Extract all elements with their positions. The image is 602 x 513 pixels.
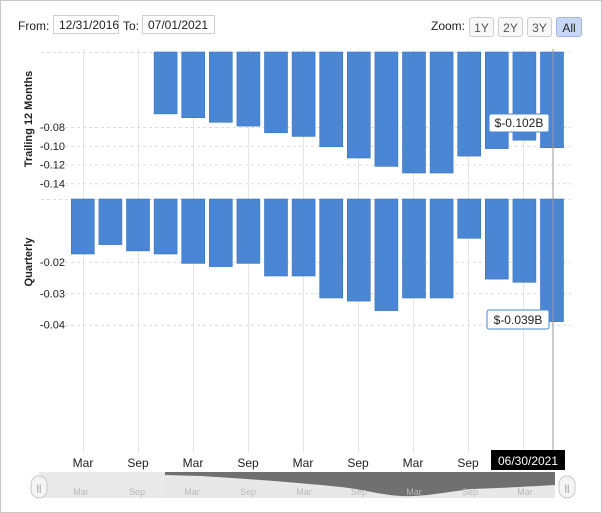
- bar[interactable]: [98, 198, 123, 245]
- from-label: From:: [18, 19, 50, 33]
- navigator-left-handle[interactable]: ||: [30, 475, 48, 499]
- current-date-text: 06/30/2021: [498, 454, 558, 468]
- bar[interactable]: [319, 51, 344, 147]
- to-label: To:: [123, 19, 140, 33]
- left-handle-grip: ||: [37, 483, 42, 493]
- x-tick-label: Mar: [73, 456, 94, 470]
- bars-quarterly: [71, 198, 564, 322]
- tooltip-quarterly: $-0.039B: [486, 309, 550, 330]
- bar[interactable]: [291, 198, 316, 277]
- x-tick-label: Sep: [457, 456, 479, 470]
- from-date-input[interactable]: 12/31/2016: [53, 15, 119, 34]
- tooltip-box-quarterly: [486, 309, 550, 330]
- navigator-label: Sep: [462, 487, 478, 497]
- bar[interactable]: [71, 198, 95, 255]
- bar[interactable]: [181, 198, 205, 264]
- to-date-input[interactable]: 07/01/2021: [142, 15, 215, 34]
- bar[interactable]: [346, 51, 371, 159]
- bar[interactable]: [181, 51, 205, 118]
- bar[interactable]: [457, 51, 482, 157]
- y-tick-label: -0.03: [40, 288, 65, 300]
- right-handle-body[interactable]: [558, 475, 576, 499]
- zoom-2y-button[interactable]: 2Y: [498, 17, 523, 37]
- y-tick-label: -0.08: [40, 122, 65, 134]
- bar[interactable]: [429, 198, 454, 299]
- navigator-label: Mar: [184, 487, 200, 497]
- bar[interactable]: [540, 198, 564, 322]
- y-axis-label-trailing: Trailing 12 Months: [23, 71, 35, 168]
- bar[interactable]: [402, 198, 426, 299]
- zoom-all-button[interactable]: All: [556, 17, 582, 37]
- bar[interactable]: [264, 198, 288, 277]
- navigator-right-handle[interactable]: ||: [558, 475, 576, 499]
- navigator-series-selected: [165, 472, 555, 497]
- navigator-label: Sep: [129, 487, 145, 497]
- bar[interactable]: [153, 51, 178, 115]
- bar[interactable]: [429, 51, 454, 174]
- x-tick-label: Mar: [403, 456, 424, 470]
- bar[interactable]: [346, 198, 371, 302]
- navigator-label: Mar: [517, 487, 533, 497]
- zoom-label: Zoom:: [431, 19, 466, 33]
- bar[interactable]: [512, 198, 537, 283]
- bar[interactable]: [484, 51, 509, 149]
- bars-trailing: [153, 51, 564, 174]
- x-tick-label: Sep: [347, 456, 369, 470]
- bar[interactable]: [236, 198, 261, 264]
- current-date-badge: [491, 450, 565, 470]
- bar[interactable]: [402, 51, 426, 174]
- bar[interactable]: [457, 198, 482, 239]
- x-axis-labels: Mar Sep Mar Sep Mar Sep Mar Sep: [73, 456, 479, 470]
- bar[interactable]: [291, 51, 316, 137]
- bar[interactable]: [540, 51, 564, 148]
- x-tick-label: Mar: [293, 456, 314, 470]
- x-tick-label: Mar: [183, 456, 204, 470]
- tooltip-trailing: $-0.102B: [488, 113, 550, 133]
- bar[interactable]: [209, 198, 233, 267]
- tooltip-text-trailing: $-0.102B: [495, 116, 544, 130]
- tooltip-text-quarterly: $-0.039B: [494, 313, 543, 327]
- y-tick-label: -0.04: [40, 320, 65, 332]
- bar[interactable]: [153, 198, 178, 255]
- y-tick-label: -0.02: [40, 257, 65, 269]
- navigator-label: Sep: [240, 487, 256, 497]
- right-handle-grip: ||: [565, 483, 570, 493]
- left-handle-body[interactable]: [30, 475, 48, 499]
- bar[interactable]: [209, 51, 233, 123]
- navigator[interactable]: Mar Sep Mar Sep Mar Sep Mar Sep Mar || |…: [30, 472, 576, 499]
- zoom-1y-button[interactable]: 1Y: [469, 17, 494, 37]
- y-axis-label-quarterly: Quarterly: [23, 237, 35, 287]
- x-tick-label: Sep: [237, 456, 259, 470]
- bar[interactable]: [264, 51, 288, 133]
- navigator-labels: Mar Sep Mar Sep Mar Sep Mar Sep Mar: [73, 487, 533, 497]
- tooltip-box-trailing: [488, 113, 550, 133]
- y-tick-label: -0.14: [40, 178, 65, 190]
- bar[interactable]: [484, 198, 509, 280]
- bar[interactable]: [374, 198, 399, 311]
- bar[interactable]: [374, 51, 399, 167]
- x-tick-label: Sep: [127, 456, 149, 470]
- y-tick-label: -0.10: [40, 141, 65, 153]
- y-tick-label: -0.12: [40, 160, 65, 172]
- navigator-label: Mar: [296, 487, 312, 497]
- navigator-label: Mar: [73, 487, 89, 497]
- zoom-3y-button[interactable]: 3Y: [527, 17, 552, 37]
- bar[interactable]: [319, 198, 344, 299]
- navigator-label: Mar: [406, 487, 422, 497]
- navigator-label: Sep: [351, 487, 367, 497]
- navigator-mask-left: [39, 472, 165, 498]
- bar[interactable]: [236, 51, 261, 127]
- range-selector: From: 12/31/2016 To: 07/01/2021 Zoom: 1Y…: [1, 1, 601, 41]
- bar[interactable]: [126, 198, 150, 252]
